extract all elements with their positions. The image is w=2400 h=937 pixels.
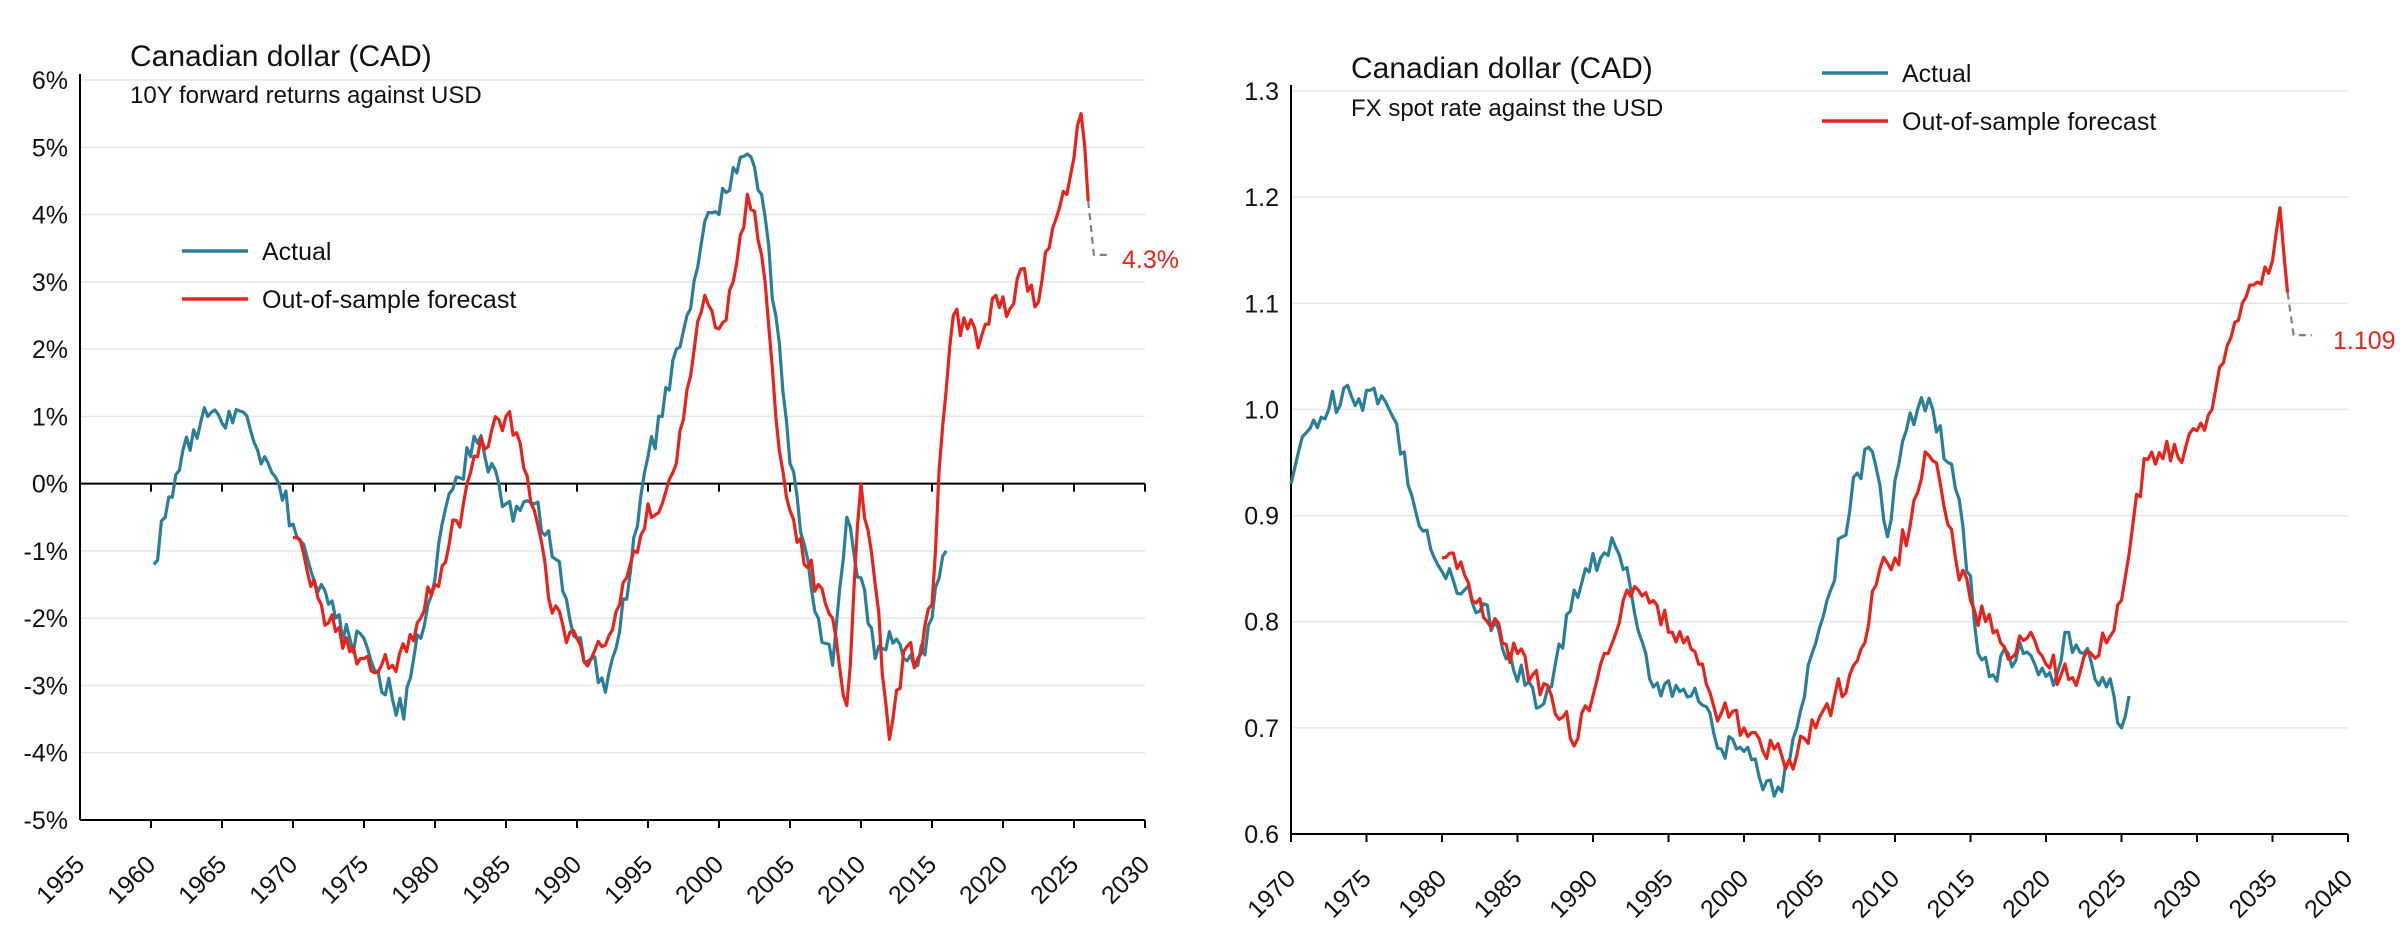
series-actual-line [1289,383,2131,798]
y-tick-label: 5% [32,134,68,162]
x-tick-label: 2010 [1846,864,1905,923]
y-tick-label: 4% [32,202,68,230]
x-tick-label: 1995 [1620,864,1679,923]
series-connector-line [1087,200,1111,256]
x-tick-label: 2015 [1922,864,1981,923]
annotation-left: 4.3% [1122,246,1179,274]
y-tick-label: 3% [32,269,68,297]
x-tick-label: 1990 [528,850,587,909]
x-tick-label: 1975 [315,850,374,909]
y-tick-label: 0.6 [1244,821,1279,849]
y-tick-label: -3% [24,672,68,700]
x-tick-label: 2030 [2148,864,2207,923]
x-tick-label: 1980 [386,850,445,909]
x-tick-label: 1970 [1242,864,1301,923]
series-connector-line [2286,292,2312,337]
legend-left-actual-label: Actual [262,238,331,266]
x-tick-label: 1990 [1544,864,1603,923]
legend-left-forecast-label: Out-of-sample forecast [262,286,516,314]
x-tick-label: 1970 [244,850,303,909]
x-tick-label: 1985 [457,850,516,909]
y-tick-label: -5% [24,807,68,835]
y-tick-label: 6% [32,67,68,95]
x-tick-label: 2025 [1025,850,1084,909]
y-tick-label: -1% [24,538,68,566]
x-tick-label: 2035 [2224,864,2283,923]
x-tick-label: 2040 [2299,864,2358,923]
x-tick-label: 1975 [1318,864,1377,923]
x-tick-label: 2000 [1695,864,1754,923]
legend-right-forecast-label: Out-of-sample forecast [1902,108,2156,136]
chart-right-title: Canadian dollar (CAD) [1351,52,1653,85]
x-tick-label: 2005 [1771,864,1830,923]
series-forecast-line [292,112,1090,741]
chart-right: 0.6 0.7 0.8 0.9 1.0 1.1 1.2 1.3 1970 1975 1980 1985… [1242,52,2396,924]
chart-left-title: Canadian dollar (CAD) [130,40,432,73]
y-tick-label: 0.9 [1244,503,1279,531]
y-tick-label: 0% [32,471,68,499]
series-forecast-line [1441,206,2290,771]
x-tick-label: 1960 [102,850,161,909]
series-actual-line [152,152,948,721]
y-tick-label: 2% [32,336,68,364]
y-tick-label: 0.7 [1244,715,1279,743]
annotation-right: 1.109 [2333,327,2396,355]
chart-left: -5% -4% -3% -2% -1% 0% 1% 2% 3% 4% 5% 6% 1955 1960 196… [24,40,1179,910]
x-tick-label: 1955 [31,850,90,909]
y-tick-label: -4% [24,740,68,768]
y-tick-label: 0.8 [1244,609,1279,637]
legend-right-actual-label: Actual [1902,60,1971,88]
x-tick-label: 2020 [954,850,1013,909]
x-tick-label: 1965 [173,850,232,909]
y-tick-label: 1.3 [1244,78,1279,106]
chart-left-subtitle: 10Y forward returns against USD [130,82,482,109]
x-tick-label: 2000 [670,850,729,909]
y-tick-label: 1.1 [1244,290,1279,318]
x-tick-label: 2030 [1096,850,1155,909]
y-tick-label: -2% [24,605,68,633]
x-tick-label: 1985 [1469,864,1528,923]
chart-right-subtitle: FX spot rate against the USD [1351,95,1663,122]
x-tick-label: 2015 [883,850,942,909]
x-tick-label: 1980 [1393,864,1452,923]
x-tick-label: 2005 [741,850,800,909]
y-tick-label: 1% [32,403,68,431]
x-tick-label: 2020 [1997,864,2056,923]
x-tick-label: 1995 [599,850,658,909]
y-tick-label: 1.0 [1244,396,1279,424]
x-tick-label: 2025 [2073,864,2132,923]
x-tick-label: 2010 [812,850,871,909]
y-tick-label: 1.2 [1244,184,1279,212]
